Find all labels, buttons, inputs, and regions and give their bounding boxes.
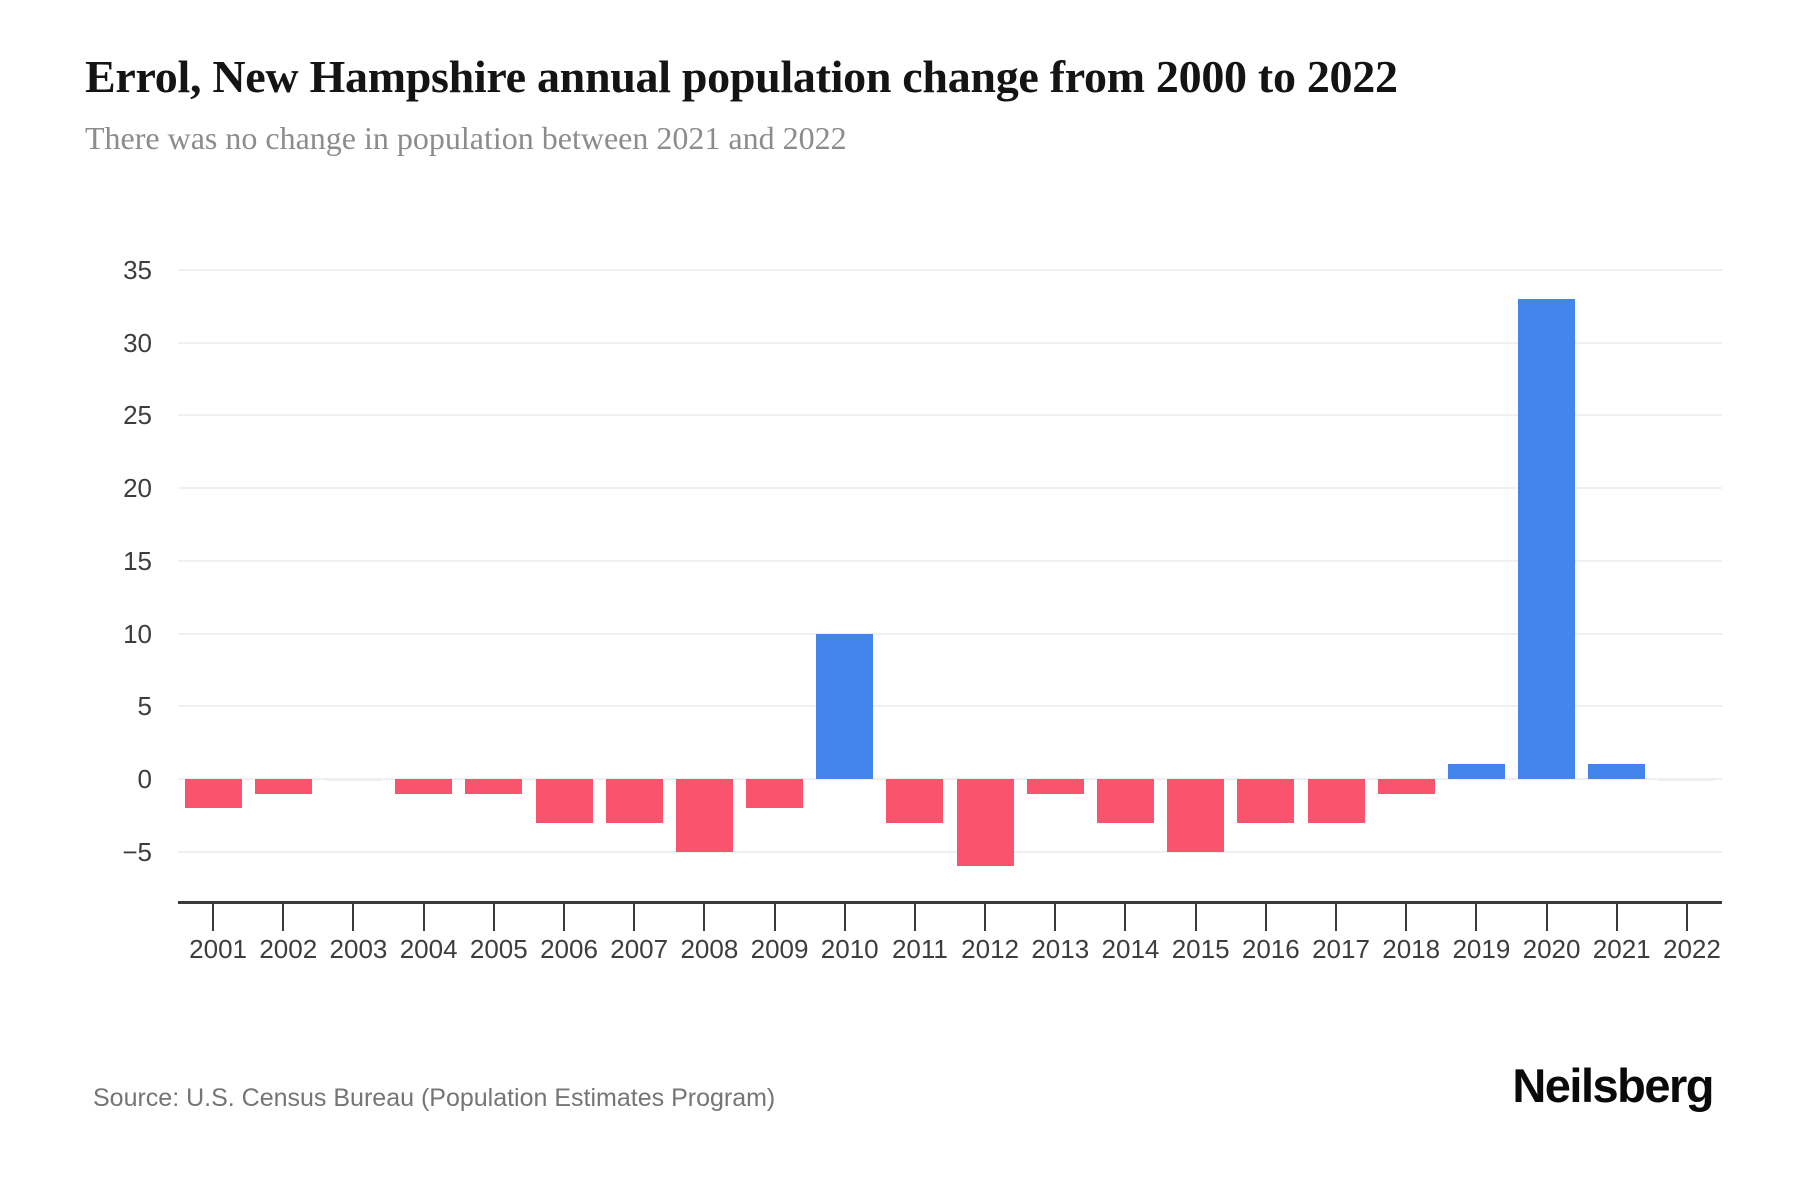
y-axis-tick-label: 30 xyxy=(123,327,152,358)
x-axis-tick-label: 2004 xyxy=(399,934,458,964)
gridline-y-20 xyxy=(178,487,1722,489)
x-axis-tick xyxy=(1054,903,1057,931)
bar-2012[interactable] xyxy=(956,779,1014,867)
x-axis-tick xyxy=(1335,903,1337,931)
bar-2015[interactable] xyxy=(1167,779,1225,852)
gridline-y-15 xyxy=(178,559,1722,562)
bar-2011[interactable] xyxy=(886,779,944,823)
x-axis-tick xyxy=(1685,903,1688,931)
x-axis-tick-label: 2022 xyxy=(1662,934,1721,964)
bar-2010[interactable] xyxy=(816,633,874,779)
x-axis-tick-label: 2007 xyxy=(610,934,669,964)
x-axis-tick-label: 2008 xyxy=(680,934,739,964)
x-axis-tick xyxy=(563,903,565,931)
bar-2018[interactable] xyxy=(1377,779,1435,794)
x-axis-tick xyxy=(1194,903,1197,931)
gridline-y-35 xyxy=(178,268,1722,271)
bar-2019[interactable] xyxy=(1447,764,1505,779)
x-axis-tick xyxy=(1264,903,1267,931)
bar-2022[interactable] xyxy=(1658,778,1716,781)
y-axis-tick-label: 10 xyxy=(123,618,152,649)
x-axis-tick-label: 2019 xyxy=(1452,934,1511,964)
y-axis-tick-label: −5 xyxy=(122,836,152,867)
bar-2008[interactable] xyxy=(675,779,733,852)
y-axis-tick-label: 35 xyxy=(123,254,152,285)
x-axis-tick-label: 2016 xyxy=(1241,934,1300,964)
x-axis-tick-label: 2021 xyxy=(1592,934,1651,964)
bar-2004[interactable] xyxy=(395,779,453,794)
source-text: Source: U.S. Census Bureau (Population E… xyxy=(93,1084,776,1112)
x-axis-tick-label: 2006 xyxy=(540,934,598,964)
x-axis-tick xyxy=(703,903,706,931)
y-axis-tick-label: 5 xyxy=(137,691,152,722)
bar-2017[interactable] xyxy=(1307,779,1365,823)
x-axis-tick xyxy=(913,903,916,931)
x-axis-tick-label: 2017 xyxy=(1312,934,1370,964)
x-axis-tick-label: 2015 xyxy=(1171,934,1230,964)
x-axis-tick-label: 2020 xyxy=(1522,934,1581,964)
x-axis-tick xyxy=(282,903,285,931)
bar-2001[interactable] xyxy=(184,779,242,809)
bar-2006[interactable] xyxy=(535,779,593,823)
y-axis-tick-label: 20 xyxy=(123,473,152,503)
x-axis-tick-label: 2012 xyxy=(961,934,1019,964)
y-axis-tick-label: 25 xyxy=(123,400,152,431)
x-axis-tick xyxy=(212,903,215,931)
x-axis-tick-label: 2002 xyxy=(259,934,318,964)
x-axis-tick xyxy=(422,903,425,931)
x-axis-tick xyxy=(1545,903,1548,931)
x-axis-tick xyxy=(1615,903,1618,931)
gridline-y-5 xyxy=(178,705,1722,708)
bar-2003[interactable] xyxy=(324,778,382,781)
x-axis-tick-label: 2005 xyxy=(469,934,528,964)
y-axis-tick-label: 15 xyxy=(123,545,152,576)
bar-2009[interactable] xyxy=(746,779,804,809)
x-axis-line xyxy=(178,901,1722,904)
bar-2014[interactable] xyxy=(1096,779,1154,823)
gridline-y-10 xyxy=(178,632,1722,635)
x-axis-tick xyxy=(843,903,846,931)
x-axis-tick-label: 2009 xyxy=(750,934,809,964)
x-axis-tick-label: 2001 xyxy=(189,934,247,964)
x-axis-tick-label: 2018 xyxy=(1382,934,1441,964)
x-axis-tick xyxy=(984,903,987,931)
x-axis-tick-label: 2014 xyxy=(1101,934,1160,964)
bar-2016[interactable] xyxy=(1237,779,1295,823)
chart-subtitle: There was no change in population betwee… xyxy=(85,120,847,156)
bar-2005[interactable] xyxy=(465,779,523,794)
bar-2002[interactable] xyxy=(254,779,312,794)
gridline-y-30 xyxy=(178,341,1722,344)
bar-2020[interactable] xyxy=(1518,298,1576,779)
brand-logo: Neilsberg xyxy=(1512,1059,1714,1112)
bar-2021[interactable] xyxy=(1588,764,1646,779)
x-axis-tick xyxy=(633,903,636,931)
y-axis-tick-label: 0 xyxy=(137,764,152,794)
x-axis-tick xyxy=(773,903,776,931)
gridline-y--5 xyxy=(178,850,1722,853)
bar-2007[interactable] xyxy=(605,779,663,823)
x-axis-tick-label: 2013 xyxy=(1031,934,1090,964)
x-axis-tick xyxy=(352,903,355,931)
x-axis-tick xyxy=(1124,903,1127,931)
gridline-y-25 xyxy=(178,414,1722,417)
bar-2013[interactable] xyxy=(1026,779,1084,794)
x-axis-tick xyxy=(1475,903,1478,931)
x-axis-tick-label: 2010 xyxy=(820,934,879,964)
x-axis-tick xyxy=(492,903,495,931)
x-axis-tick-label: 2011 xyxy=(891,934,948,964)
x-axis-tick xyxy=(1405,903,1408,931)
x-axis-tick-label: 2003 xyxy=(329,934,388,964)
chart-title: Errol, New Hampshire annual population c… xyxy=(85,51,1398,102)
gridline-y-0 xyxy=(178,778,1722,780)
